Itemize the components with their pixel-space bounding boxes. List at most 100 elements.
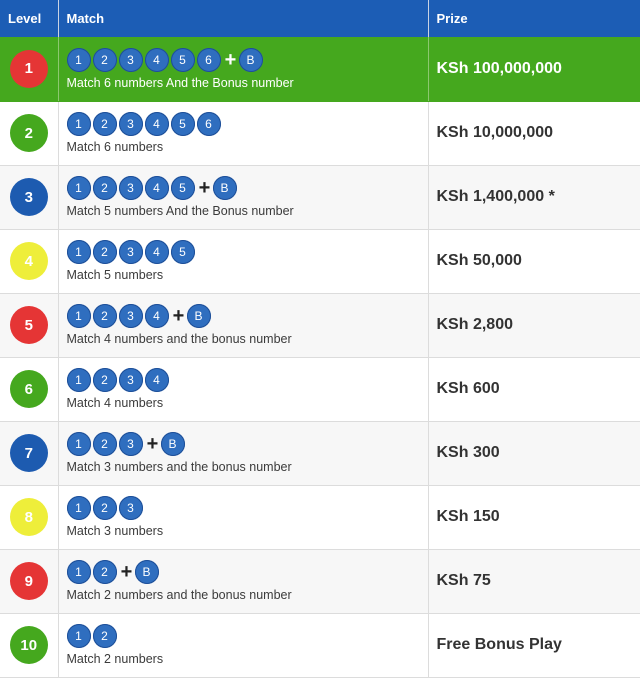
number-balls: 1 2 3 + B: [66, 432, 428, 456]
number-ball: 3: [118, 240, 143, 264]
level-cell: 5: [0, 293, 59, 358]
number-ball: 2: [92, 624, 117, 648]
prize-amount: KSh 600: [428, 357, 640, 422]
match-description: Match 5 numbers: [66, 268, 164, 282]
number-ball: 5: [170, 47, 195, 72]
match-description: Match 6 numbers And the Bonus number: [66, 75, 294, 90]
match-cell: 1 2 Match 2 numbers: [58, 613, 429, 678]
match-cell: 1 2 3 4 5 + B Match 5 numbers And the Bonus num…: [58, 165, 429, 230]
number-ball: 3: [118, 176, 143, 200]
plus-icon: +: [172, 305, 185, 327]
number-ball: 1: [66, 304, 91, 328]
level-badge: 2: [9, 114, 48, 152]
bonus-ball: B: [238, 47, 263, 72]
number-ball: 5: [170, 176, 195, 200]
match-description: Match 4 numbers: [66, 396, 164, 410]
match-cell: 1 2 3 4 5 Match 5 numbers: [58, 229, 429, 294]
level-cell: 9: [0, 549, 59, 614]
number-ball: 3: [118, 368, 143, 392]
prize-amount: KSh 2,800: [428, 293, 640, 358]
plus-icon: +: [198, 177, 211, 199]
number-ball: 3: [118, 304, 143, 328]
level-cell: 2: [0, 101, 59, 166]
match-column-header: Match: [58, 0, 429, 37]
prize-amount: KSh 1,400,000 *: [428, 165, 640, 230]
level-badge: 7: [9, 434, 48, 472]
number-ball: 4: [144, 176, 169, 200]
prize-amount: KSh 150: [428, 485, 640, 550]
level-cell: 3: [0, 165, 59, 230]
prize-amount: KSh 300: [428, 421, 640, 486]
number-ball: 2: [92, 368, 117, 392]
level-cell: 1: [0, 37, 59, 102]
match-cell: 1 2 3 + B Match 3 numbers and the bonus numbe…: [58, 421, 429, 486]
table-row: 1 1 2 3 4 5 6 + B Match 6 numbers And the Bonus n…: [0, 37, 640, 102]
match-cell: 1 2 3 4 5 6 Match 6 numbers: [58, 101, 429, 166]
table-row: 2 1 2 3 4 5 6 Match 6 numbers KSh 10,000,000: [0, 101, 640, 166]
number-ball: 5: [170, 112, 195, 136]
number-ball: 3: [118, 432, 143, 456]
match-cell: 1 2 + B Match 2 numbers and the bonus number: [58, 549, 429, 614]
prize-column-header: Prize: [428, 0, 640, 37]
number-ball: 1: [66, 176, 91, 200]
match-description: Match 3 numbers: [66, 524, 164, 538]
number-ball: 2: [92, 560, 117, 584]
number-ball: 6: [196, 47, 221, 72]
level-cell: 8: [0, 485, 59, 550]
level-cell: 4: [0, 229, 59, 294]
bonus-ball: B: [212, 176, 237, 200]
level-badge: 9: [9, 562, 48, 600]
number-ball: 3: [118, 47, 143, 72]
prize-amount: KSh 50,000: [428, 229, 640, 294]
number-ball: 2: [92, 304, 117, 328]
number-ball: 2: [92, 176, 117, 200]
match-description: Match 6 numbers: [66, 140, 164, 154]
match-description: Match 3 numbers and the bonus number: [66, 460, 292, 474]
number-ball: 3: [118, 112, 143, 136]
number-ball: 2: [92, 112, 117, 136]
level-column-header: Level: [0, 0, 59, 37]
number-ball: 2: [92, 432, 117, 456]
number-ball: 1: [66, 560, 91, 584]
number-ball: 2: [92, 496, 117, 520]
number-ball: 1: [66, 432, 91, 456]
number-ball: 3: [118, 496, 143, 520]
prize-amount: KSh 100,000,000: [428, 37, 640, 102]
prize-amount: Free Bonus Play: [428, 613, 640, 678]
table-body: 1 1 2 3 4 5 6 + B Match 6 numbers And the Bonus n…: [0, 37, 640, 678]
number-balls: 1 2 3 4 5 6 + B: [66, 47, 428, 72]
number-balls: 1 2 3 4 5 + B: [66, 176, 428, 200]
bonus-ball: B: [186, 304, 211, 328]
number-balls: 1 2 + B: [66, 560, 428, 584]
match-description: Match 2 numbers and the bonus number: [66, 588, 292, 602]
bonus-ball: B: [134, 560, 159, 584]
match-cell: 1 2 3 4 + B Match 4 numbers and the bonus numb…: [58, 293, 429, 358]
table-row: 8 1 2 3 Match 3 numbers KSh 150: [0, 485, 640, 550]
match-description: Match 4 numbers and the bonus number: [66, 332, 292, 346]
table-row: 6 1 2 3 4 Match 4 numbers KSh 600: [0, 357, 640, 422]
header-row: Level Match Prize: [0, 0, 640, 37]
level-badge: 5: [9, 306, 48, 344]
match-cell: 1 2 3 Match 3 numbers: [58, 485, 429, 550]
prize-amount: KSh 75: [428, 549, 640, 614]
number-ball: 5: [170, 240, 195, 264]
table-row: 3 1 2 3 4 5 + B Match 5 numbers And the Bonus nu…: [0, 165, 640, 230]
number-ball: 1: [66, 624, 91, 648]
prize-amount: KSh 10,000,000: [428, 101, 640, 166]
number-ball: 2: [92, 240, 117, 264]
number-ball: 4: [144, 368, 169, 392]
match-cell: 1 2 3 4 Match 4 numbers: [58, 357, 429, 422]
table-row: 9 1 2 + B Match 2 numbers and the bonus numbe…: [0, 549, 640, 614]
match-cell: 1 2 3 4 5 6 + B Match 6 numbers And the Bonus nu…: [58, 37, 429, 102]
match-description: Match 5 numbers And the Bonus number: [66, 204, 294, 218]
number-ball: 4: [144, 47, 169, 72]
level-cell: 6: [0, 357, 59, 422]
level-badge: 3: [9, 178, 48, 216]
bonus-ball: B: [160, 432, 185, 456]
number-ball: 1: [66, 112, 91, 136]
number-ball: 2: [92, 47, 117, 72]
